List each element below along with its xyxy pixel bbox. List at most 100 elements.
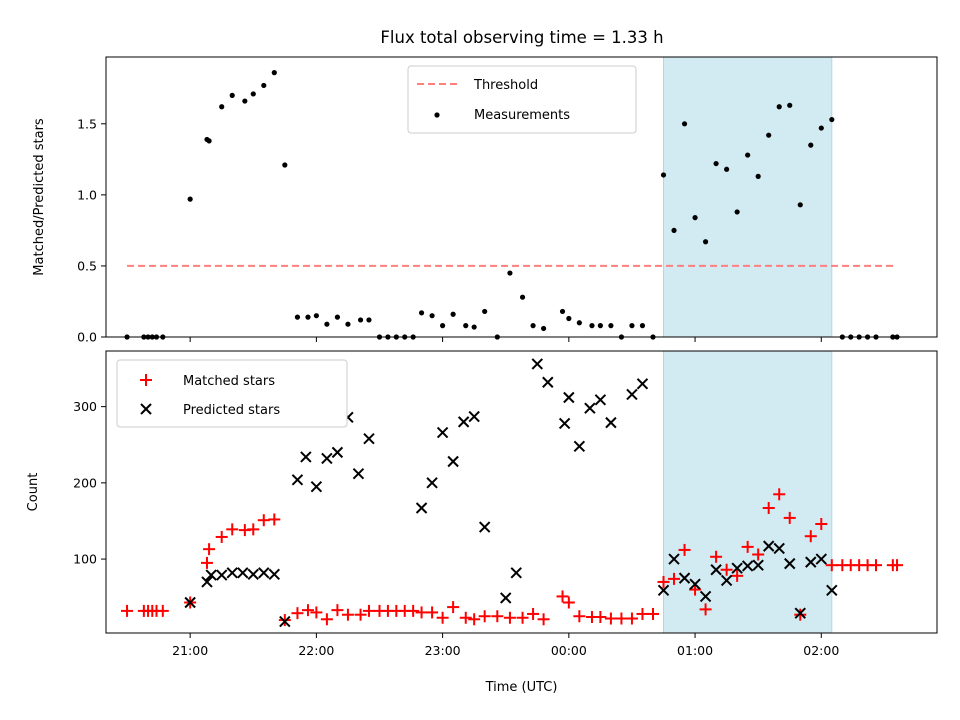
matched-star-point: [291, 607, 304, 620]
top-y-axis-label: Matched/Predicted stars: [32, 118, 47, 276]
xtick-label: 02:00: [803, 643, 839, 658]
predicted-star-point: [216, 569, 228, 581]
matched-legend-label: Matched stars: [183, 374, 275, 389]
predicted-stars-series: [184, 358, 838, 628]
matched-star-point: [503, 611, 516, 624]
measurement-point: [608, 323, 614, 329]
measurement-point: [660, 172, 667, 178]
matched-star-point: [741, 540, 754, 553]
measurement-point: [576, 320, 582, 326]
top-ytick-label: 0.5: [77, 258, 97, 273]
predicted-star-point: [279, 615, 291, 628]
matched-star-point: [156, 604, 169, 617]
matched-star-point: [891, 559, 904, 572]
measurement-point: [818, 125, 824, 131]
predicted-star-point: [826, 584, 838, 597]
measurement-point: [734, 209, 740, 215]
predicted-star-point: [201, 576, 213, 588]
predicted-star-point: [784, 557, 796, 570]
predicted-star-point: [352, 468, 365, 480]
predicted-star-point: [291, 474, 304, 486]
predicted-star-point: [184, 596, 196, 609]
predicted-star-point: [426, 477, 438, 489]
predicted-star-point: [584, 402, 596, 414]
predicted-star-point: [510, 567, 522, 579]
xtick-label: 21:00: [172, 643, 208, 658]
predicted-star-point: [310, 480, 323, 493]
measurement-point: [219, 104, 225, 110]
top-ytick-label: 1.0: [77, 187, 97, 202]
predicted-star-point: [321, 452, 333, 465]
predicted-star-point: [563, 391, 575, 404]
measurement-point: [808, 142, 814, 148]
measurement-point: [797, 202, 803, 208]
matched-star-point: [773, 488, 786, 501]
measurements-legend-label: Measurements: [474, 108, 570, 123]
counts-panel: 100 200 300 21:00 22:00 23:00 00:00 01:00 02:00…: [26, 350, 938, 695]
predicted-star-point: [720, 574, 733, 587]
measurement-point: [418, 310, 425, 316]
measurement-point: [450, 311, 456, 317]
measurement-point: [187, 196, 193, 202]
matched-star-point: [354, 608, 367, 621]
measurement-point: [507, 270, 513, 276]
top-x-ticks: [189, 337, 822, 342]
predicted-legend-label: Predicted stars: [183, 403, 280, 418]
measurement-point: [681, 121, 688, 127]
matched-star-point: [646, 607, 659, 620]
chart-title: Flux total observing time = 1.33 h: [380, 28, 663, 47]
top-legend: Threshold Measurements: [407, 65, 637, 134]
measurement-point: [597, 323, 603, 329]
predicted-star-point: [605, 416, 617, 429]
matched-star-point: [415, 606, 428, 619]
measurement-point: [324, 321, 330, 327]
bottom-ytick-label: 300: [73, 399, 97, 414]
matched-star-point: [426, 606, 439, 619]
measurement-point: [776, 104, 782, 110]
matched-star-point: [825, 559, 838, 572]
predicted-star-point: [805, 556, 817, 568]
predicted-star-point: [741, 560, 754, 572]
measurement-point: [294, 314, 301, 320]
measurement-point: [305, 314, 311, 320]
matched-stars-series: [121, 488, 904, 627]
matched-star-point: [731, 569, 744, 582]
matched-star-point: [527, 607, 540, 620]
matched-star-point: [310, 606, 323, 619]
measurement-point: [366, 317, 372, 323]
predicted-star-point: [447, 455, 459, 468]
measurement-point: [530, 323, 536, 329]
predicted-star-point: [731, 562, 743, 574]
measurement-point: [589, 323, 595, 329]
predicted-star-point: [815, 553, 827, 565]
measurement-point: [482, 308, 488, 315]
matched-star-point: [615, 612, 628, 625]
matched-star-point: [362, 604, 375, 617]
matched-star-point: [341, 608, 354, 621]
matched-star-point: [459, 611, 472, 624]
matched-star-point: [783, 511, 796, 524]
measurement-point: [282, 162, 288, 168]
matched-star-point: [537, 613, 550, 626]
matched-star-point: [301, 604, 314, 617]
measurement-point: [787, 102, 793, 108]
top-shaded-region: [663, 56, 833, 338]
matched-star-point: [247, 523, 260, 536]
matched-star-point: [699, 603, 712, 616]
top-y-ticks: 0.0 0.5 1.0 1.5: [77, 116, 106, 345]
matched-star-point: [636, 607, 649, 620]
matched-star-point: [668, 572, 681, 585]
xtick-label: 22:00: [298, 643, 334, 658]
matched-legend-marker: [140, 374, 152, 386]
measurement-point: [261, 82, 267, 89]
ratio-panel: 0.0 0.5 1.0 1.5 Matched/Predicted stars Thr…: [32, 56, 938, 345]
measurement-point: [829, 116, 835, 123]
matched-star-point: [257, 514, 270, 527]
predicted-star-point: [573, 440, 586, 452]
predicted-star-point: [226, 567, 238, 579]
bottom-ytick-label: 100: [73, 552, 97, 567]
bottom-legend-box: [116, 359, 348, 428]
measurement-point: [566, 315, 572, 322]
bottom-axes-frame: [105, 350, 938, 634]
